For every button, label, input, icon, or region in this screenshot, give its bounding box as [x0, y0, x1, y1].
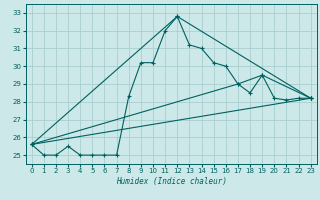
- X-axis label: Humidex (Indice chaleur): Humidex (Indice chaleur): [116, 177, 227, 186]
